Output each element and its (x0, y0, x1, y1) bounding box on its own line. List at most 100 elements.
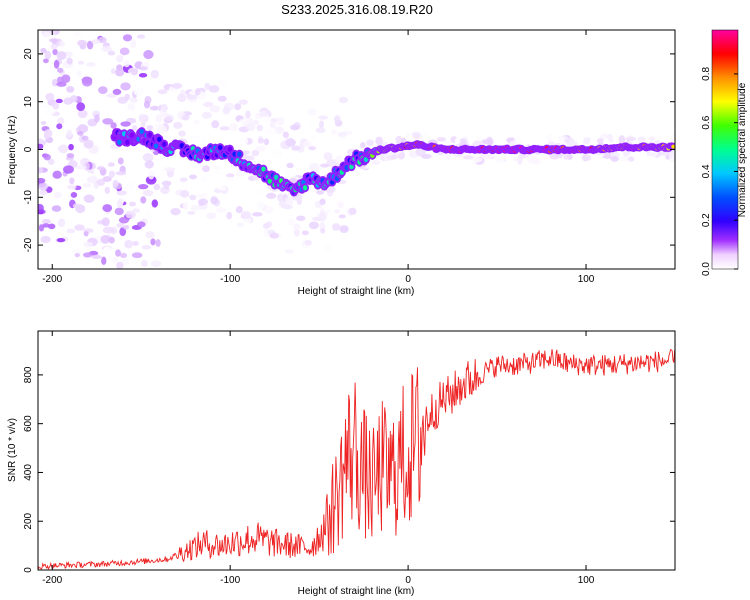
spectrogram-noise-cell (115, 249, 121, 257)
spectrogram-noise-cell (100, 234, 111, 244)
spectrogram-noise-cell (114, 207, 124, 216)
spectrogram-noise-cell (136, 34, 146, 39)
snr-x-tick-label: -100 (220, 575, 240, 586)
spectrogram-noise-cell (101, 256, 107, 266)
spectrogram-noise-cell (82, 252, 92, 258)
spectrogram-noise-cell (127, 103, 136, 111)
spectrogram-noise-cell (38, 177, 46, 184)
spectrogram-noise-cell (201, 137, 207, 146)
spectrogram-noise-cell (335, 155, 344, 164)
spectrogram-noise-cell (40, 47, 47, 54)
snr-x-label: Height of straight line (km) (298, 586, 415, 597)
spectrogram-noise-cell (136, 221, 146, 228)
spectrogram-noise-cell (238, 137, 249, 146)
spectrogram-noise-cell (311, 206, 318, 211)
spectrogram-noise-cell (44, 129, 53, 138)
spectrogram-noise-cell (75, 90, 86, 97)
spectrogram-noise-cell (251, 119, 259, 125)
spectrogram-noise-cell (116, 223, 125, 228)
colorbar: 0.0 0.2 0.4 0.6 0.8 Normalized spectral ampl… (701, 29, 748, 276)
colorbar-tick-label: 0.2 (701, 213, 712, 227)
snr-y-tick-label: 600 (23, 415, 34, 432)
spectrogram-noise-cell (180, 190, 190, 198)
spectrogram-noise-cell (123, 224, 130, 230)
spectrogram-y-label: Frequency (Hz) (7, 116, 18, 185)
spectrogram-noise-cell (210, 196, 218, 205)
spectrogram-noise-cell (189, 194, 197, 201)
spectrogram-noise-cell (42, 32, 51, 38)
spectrogram-noise-cell (332, 223, 341, 231)
spectrogram-noise-cell (40, 235, 51, 244)
spectrogram-x-tick-label: 0 (405, 274, 411, 285)
spectrogram-noise-cell (266, 128, 277, 135)
spectrogram-noise-cell (141, 245, 152, 250)
spectrogram-noise-cell (155, 156, 164, 163)
spectrogram-noise-cell (558, 136, 565, 144)
spectrogram-noise-cell (213, 170, 221, 175)
spectrogram-noise-cell (66, 57, 73, 65)
spectrogram-noise-cell (625, 136, 637, 141)
spectrogram-noise-cell (331, 129, 337, 135)
colorbar-ticks: 0.0 0.2 0.4 0.6 0.8 (701, 67, 738, 276)
spectrogram-noise-cell (308, 119, 314, 126)
spectrogram-noise-cell (293, 223, 301, 232)
spectrogram-noise-cell (555, 157, 564, 164)
spectrogram-x-label: Height of straight line (km) (298, 286, 415, 297)
colorbar-tick-label: 0.6 (701, 115, 712, 129)
spectrogram-noise-cell (256, 201, 266, 210)
spectrogram-noise-cell (215, 131, 227, 138)
spectrogram-noise-cell (140, 121, 146, 129)
spectrogram-noise-cell (89, 86, 96, 95)
spectrogram-noise-cell (38, 203, 44, 213)
snr-marks (38, 349, 675, 570)
spectrogram-noise-cell (608, 137, 614, 144)
spectrogram-noise-cell (77, 124, 89, 134)
snr-series-line (38, 349, 675, 570)
spectrogram-noise-cell (646, 152, 656, 157)
spectrogram-noise-cell (320, 163, 329, 168)
spectrogram-noise-cell (83, 241, 93, 248)
spectrogram-y-tick-label: 10 (23, 96, 34, 108)
spectrogram-noise-cell (145, 175, 157, 185)
spectrogram-noise-cell (81, 135, 89, 141)
spectrogram-noise-cell (160, 103, 168, 113)
spectrogram-noise-cell (637, 136, 646, 142)
spectrogram-noise-cell (71, 248, 82, 255)
spectrogram-noise-cell (211, 120, 219, 129)
spectrogram-noise-cell (263, 138, 270, 146)
spectrogram-noise-cell (86, 40, 94, 50)
spectrogram-noise-cell (40, 104, 51, 110)
spectrogram-noise-cell (81, 41, 87, 48)
spectrogram-noise-cell (138, 184, 149, 190)
spectrogram-noise-cell (319, 198, 326, 205)
snr-x-tick-label: 0 (405, 575, 411, 586)
spectrogram-noise-cell (323, 244, 332, 252)
spectrogram-noise-cell (618, 135, 625, 144)
snr-y-tick-label: 400 (23, 464, 34, 481)
spectrogram-ridge-cell (147, 132, 152, 138)
spectrogram-noise-cell (142, 153, 154, 162)
spectrogram-noise-cell (70, 95, 78, 103)
spectrogram-noise-cell (241, 210, 252, 220)
spectrogram-noise-cell (348, 207, 357, 216)
spectrogram-noise-cell (196, 193, 204, 198)
spectrogram-noise-cell (57, 218, 66, 228)
spectrogram-noise-cell (513, 156, 519, 162)
spectrogram-noise-cell (201, 111, 213, 119)
snr-y-label: SNR (10 * v/v) (7, 418, 18, 482)
spectrogram-noise-cell (225, 173, 235, 178)
spectrogram-noise-cell (238, 119, 247, 124)
spectrogram-noise-cell (120, 121, 131, 127)
spectrogram-noise-cell (222, 107, 231, 115)
spectrogram-noise-cell (138, 66, 148, 71)
spectrogram-noise-cell (164, 167, 176, 172)
spectrogram-noise-cell (235, 205, 243, 214)
spectrogram-noise-cell (117, 157, 124, 165)
spectrogram-noise-cell (252, 212, 263, 217)
spectrogram-noise-cell (284, 197, 294, 206)
spectrogram-noise-cell (102, 176, 112, 183)
spectrogram-noise-cell (526, 154, 538, 164)
spectrogram-noise-cell (308, 221, 319, 230)
